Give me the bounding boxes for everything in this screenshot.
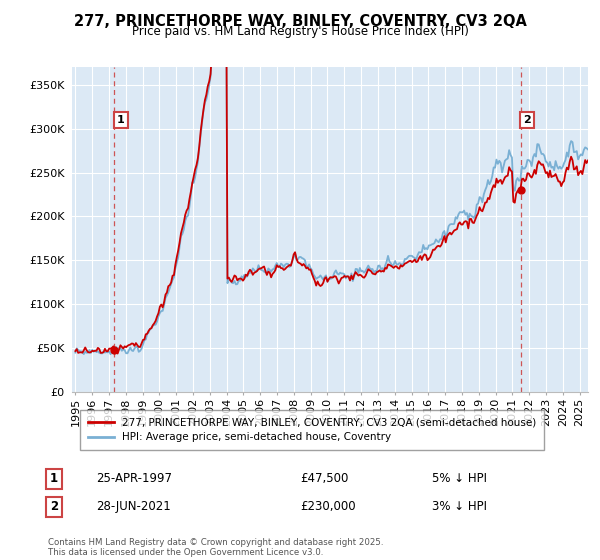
Text: 2: 2 <box>523 115 531 125</box>
Text: 28-JUN-2021: 28-JUN-2021 <box>96 500 171 514</box>
Text: £230,000: £230,000 <box>300 500 356 514</box>
Text: 5% ↓ HPI: 5% ↓ HPI <box>432 472 487 486</box>
Text: 25-APR-1997: 25-APR-1997 <box>96 472 172 486</box>
Legend: 277, PRINCETHORPE WAY, BINLEY, COVENTRY, CV3 2QA (semi-detached house), HPI: Ave: 277, PRINCETHORPE WAY, BINLEY, COVENTRY,… <box>80 410 544 450</box>
Text: 1: 1 <box>117 115 125 125</box>
Text: 277, PRINCETHORPE WAY, BINLEY, COVENTRY, CV3 2QA: 277, PRINCETHORPE WAY, BINLEY, COVENTRY,… <box>74 14 526 29</box>
Text: £47,500: £47,500 <box>300 472 349 486</box>
Text: 1: 1 <box>50 472 58 486</box>
Text: Contains HM Land Registry data © Crown copyright and database right 2025.
This d: Contains HM Land Registry data © Crown c… <box>48 538 383 557</box>
Text: 2: 2 <box>50 500 58 514</box>
Text: Price paid vs. HM Land Registry's House Price Index (HPI): Price paid vs. HM Land Registry's House … <box>131 25 469 38</box>
Text: 3% ↓ HPI: 3% ↓ HPI <box>432 500 487 514</box>
